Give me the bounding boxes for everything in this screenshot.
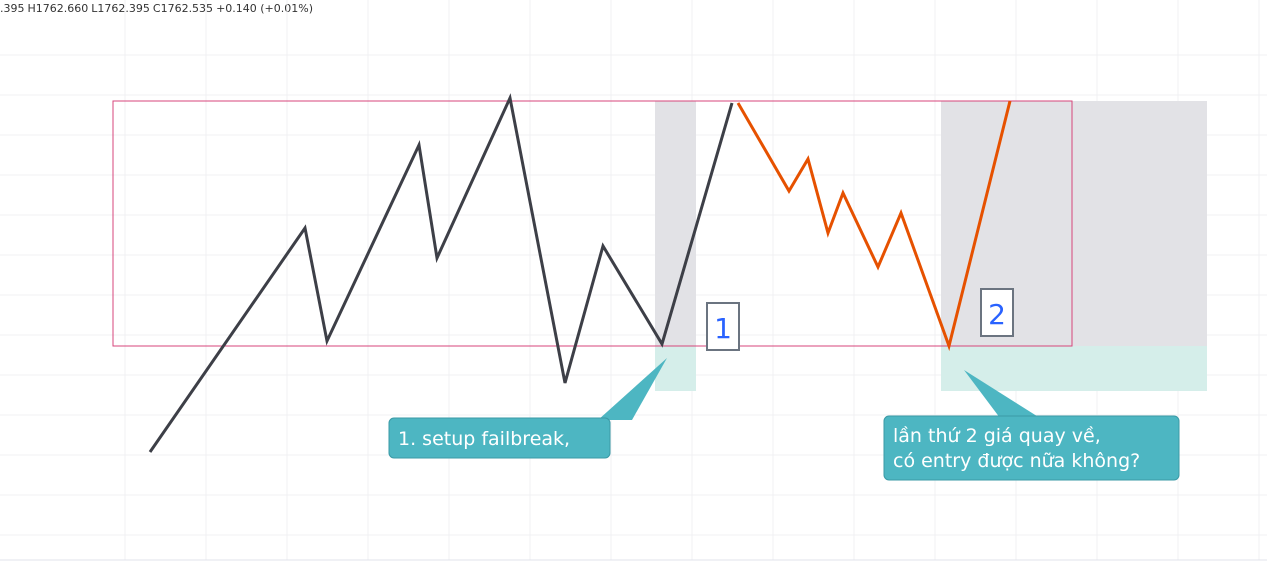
price-path-black[interactable] <box>148 93 734 453</box>
close-value: C1762.535 <box>152 2 214 15</box>
box-label-1-text: 1 <box>714 312 732 345</box>
high-value: H1762.660 <box>27 2 89 15</box>
callout-2[interactable]: lần thứ 2 giá quay về, có entry được nữa… <box>883 370 1180 481</box>
open-value: .395 <box>0 2 25 15</box>
callout-2-line-1: lần thứ 2 giá quay về, <box>893 425 1101 447</box>
box-label-2[interactable]: 2 <box>980 288 1014 337</box>
box-label-1[interactable]: 1 <box>706 302 740 351</box>
gray-zone-1 <box>655 101 696 346</box>
teal-zone-1 <box>655 346 696 391</box>
box-label-2-text: 2 <box>988 298 1006 331</box>
change-value: +0.140 (+0.01%) <box>216 2 314 15</box>
callout-1-text: 1. setup failbreak, <box>398 428 570 450</box>
callout-1[interactable]: 1. setup failbreak, <box>388 358 667 459</box>
callout-2-line-2: có entry được nữa không? <box>893 450 1140 472</box>
ohlc-readout: .395 H1762.660 L1762.395 C1762.535 +0.140 (+… <box>0 2 316 15</box>
price-path-orange[interactable] <box>736 100 1012 352</box>
low-value: L1762.395 <box>91 2 150 15</box>
range-box[interactable] <box>112 100 1073 347</box>
